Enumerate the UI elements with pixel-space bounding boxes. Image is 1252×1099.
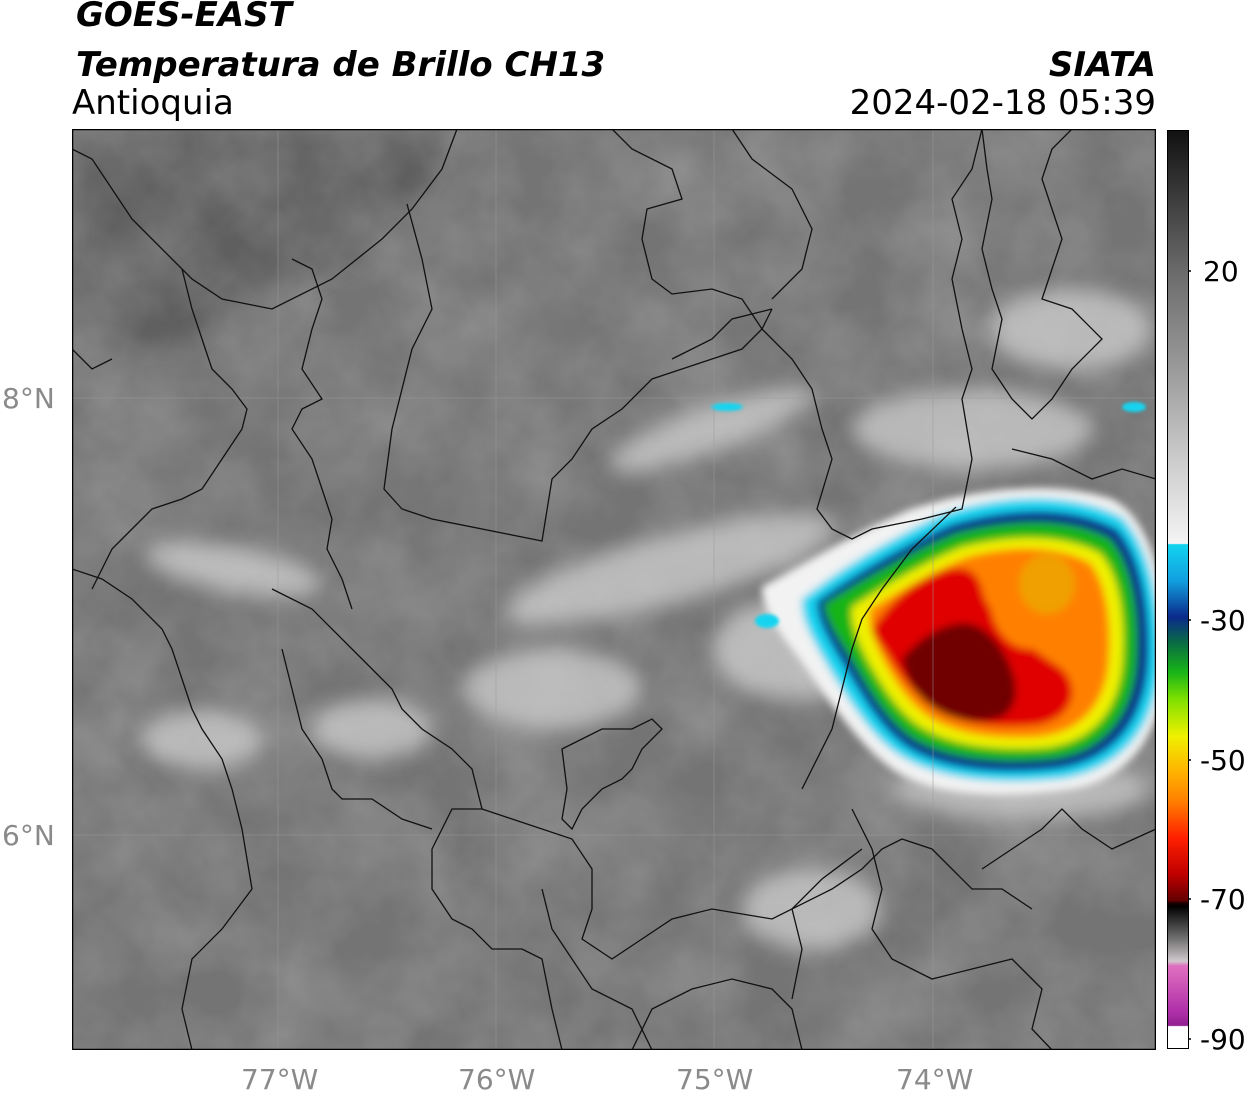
lon-label-76w: 76°W	[458, 1063, 536, 1096]
colorbar-label-minus30: -30	[1200, 604, 1246, 637]
colorbar	[1167, 130, 1191, 1049]
boundaries	[72, 129, 1156, 1050]
colorbar-label-20: 20	[1203, 255, 1239, 288]
colorbar-label-minus90: -90	[1200, 1023, 1246, 1056]
title-product: Temperatura de Brillo CH13	[76, 45, 606, 85]
satellite-map	[72, 129, 1156, 1050]
title-region: Antioquia	[72, 83, 234, 123]
colorbar-label-minus50: -50	[1200, 744, 1246, 777]
lat-label-8n: 8°N	[2, 382, 55, 415]
lon-label-75w: 75°W	[676, 1063, 754, 1096]
graticule	[72, 129, 1156, 1050]
storm-fringe-cyan	[711, 402, 1146, 628]
lon-label-74w: 74°W	[896, 1063, 974, 1096]
lat-label-6n: 6°N	[2, 819, 55, 852]
map-frame	[72, 129, 1156, 1050]
title-satellite: GOES-EAST	[76, 0, 292, 35]
storm-cell	[762, 488, 1156, 795]
colorbar-label-minus70: -70	[1200, 883, 1246, 916]
title-datetime: 2024-02-18 05:39	[849, 83, 1156, 123]
title-agency: SIATA	[1048, 45, 1156, 85]
lon-label-77w: 77°W	[241, 1063, 319, 1096]
